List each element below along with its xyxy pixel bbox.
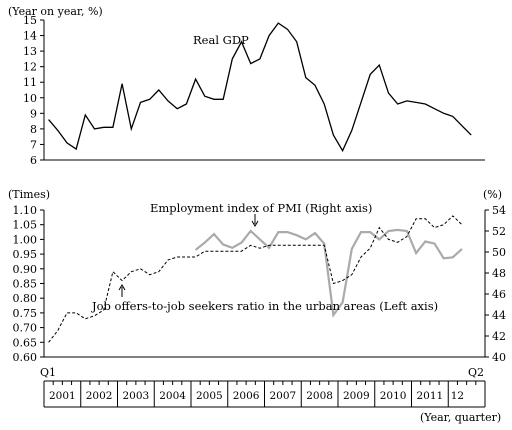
gdp-y-tick-label: 7 — [30, 138, 37, 151]
left-y-tick-label: 1.05 — [13, 219, 38, 232]
year-label: 2004 — [159, 390, 186, 402]
year-label: 2009 — [343, 390, 370, 402]
gdp-y-tick-label: 10 — [23, 92, 37, 105]
gdp-y-tick-label: 9 — [30, 107, 37, 120]
right-y-tick-label: 48 — [492, 267, 506, 280]
gdp-panel: (Year on year, %) 6 7 8 9 10 11 12 13 14 15 Real … — [8, 5, 485, 167]
gdp-y-tick-label: 14 — [23, 30, 37, 43]
left-y-tick-label: 0.95 — [13, 248, 38, 261]
gdp-y-tick-label: 15 — [23, 14, 37, 27]
left-axis-unit-label: (Times) — [8, 188, 50, 201]
gdp-y-axis-label: (Year on year, %) — [8, 5, 103, 18]
x-start-quarter-label: Q1 — [40, 366, 56, 379]
year-label: 2005 — [196, 390, 223, 402]
year-label: 2011 — [417, 390, 444, 402]
right-y-ticks: 40 42 44 46 48 50 52 54 — [485, 204, 506, 364]
year-axis: 2001 2002 2003 2004 2005 2006 2007 2008 2009 2010… — [43, 380, 486, 408]
jobs-plot-frame — [43, 210, 486, 358]
pmi-series-label: Employment index of PMI (Right axis) — [150, 201, 372, 215]
job-ratio-series-label: Job offers-to-job seekers ratio in the u… — [91, 299, 438, 313]
gdp-y-tick-label: 11 — [23, 76, 37, 89]
gdp-y-ticks: 6 7 8 9 10 11 12 13 14 15 — [23, 14, 44, 167]
year-label: 2001 — [49, 390, 76, 402]
pmi-label-arrow — [251, 214, 259, 227]
year-label: 2003 — [123, 390, 150, 402]
x-axis-label: (Year, quarter) — [420, 411, 501, 424]
gdp-y-tick-label: 8 — [30, 123, 37, 136]
gdp-y-tick-label: 12 — [23, 61, 37, 74]
gdp-y-tick-label: 6 — [30, 154, 37, 167]
pmi-employment-series-line — [194, 228, 463, 318]
right-y-tick-label: 54 — [492, 204, 506, 217]
left-y-tick-label: 1.10 — [13, 204, 38, 217]
left-y-tick-label: 0.60 — [13, 351, 38, 364]
left-y-tick-label: 1.00 — [13, 233, 38, 246]
left-y-tick-label: 0.70 — [13, 322, 38, 335]
year-label: 2010 — [380, 390, 407, 402]
left-y-tick-label: 0.65 — [13, 336, 38, 349]
year-label: 2007 — [270, 390, 297, 402]
x-end-quarter-label: Q2 — [468, 366, 484, 379]
right-y-tick-label: 52 — [492, 225, 506, 238]
year-label: 2006 — [233, 390, 260, 402]
right-y-tick-label: 46 — [492, 288, 506, 301]
jobs-panel: (Times) (%) 0.60 0.650.70 0.75 0.800.85 0.90… — [8, 188, 506, 424]
gdp-y-tick-label: 13 — [23, 45, 37, 58]
year-label: 2002 — [86, 390, 113, 402]
left-y-tick-label: 0.90 — [13, 263, 38, 276]
left-y-ticks: 0.60 0.650.70 0.75 0.800.85 0.90 0.95 1.001.05… — [13, 204, 44, 364]
job-ratio-series-line — [48, 215, 463, 343]
gdp-plot-frame — [43, 20, 485, 161]
job-label-arrow — [118, 284, 126, 297]
left-y-tick-label: 0.85 — [13, 278, 38, 291]
gdp-series-label: Real GDP — [193, 33, 249, 47]
right-y-tick-label: 42 — [492, 330, 506, 343]
year-label: 2008 — [306, 390, 333, 402]
right-y-tick-label: 44 — [492, 309, 506, 322]
left-y-tick-label: 0.75 — [13, 307, 38, 320]
right-y-tick-label: 40 — [492, 351, 506, 364]
right-axis-unit-label: (%) — [483, 188, 502, 201]
year-label: 12 — [451, 390, 464, 402]
right-y-tick-label: 50 — [492, 246, 506, 259]
gdp-series-line — [48, 22, 472, 153]
left-y-tick-label: 0.80 — [13, 292, 38, 305]
